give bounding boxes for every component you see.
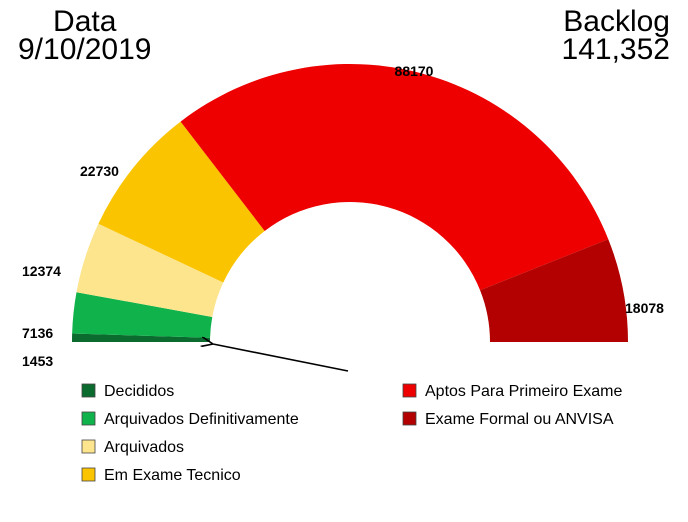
legend-item-em-exame-tecnico: Em Exame Tecnico <box>82 467 241 484</box>
chart-legend: Decididos Arquivados Definitivamente Arqui… <box>82 383 623 484</box>
legend-label-decididos: Decididos <box>104 383 174 400</box>
legend-label-arquivados: Arquivados <box>104 439 184 456</box>
legend-label-exame-formal-ou-anvisa: Exame Formal ou ANVISA <box>425 411 614 428</box>
annotation-arrow <box>213 344 348 371</box>
legend-item-aptos-para-primeiro-exame: Aptos Para Primeiro Exame <box>403 383 623 400</box>
chart-slices <box>72 64 628 342</box>
legend-item-arquivados: Arquivados <box>82 439 184 456</box>
value-label-arquivados: 12374 <box>22 263 61 279</box>
legend-swatch-arquivados-definitivamente <box>82 412 95 425</box>
legend-label-arquivados-definitivamente: Arquivados Definitivamente <box>104 411 299 428</box>
legend-swatch-aptos-para-primeiro-exame <box>403 384 416 397</box>
slice-aptos-para-primeiro-exame <box>181 64 609 290</box>
value-label-aptos-para-primeiro-exame: 88170 <box>395 63 434 79</box>
value-label-arquivados-definitivamente: 7136 <box>22 325 53 341</box>
legend-swatch-exame-formal-ou-anvisa <box>403 412 416 425</box>
legend-label-aptos-para-primeiro-exame: Aptos Para Primeiro Exame <box>425 383 623 400</box>
legend-item-arquivados-definitivamente: Arquivados Definitivamente <box>82 411 299 428</box>
value-label-em-exame-tecnico: 22730 <box>80 163 119 179</box>
legend-swatch-decididos <box>82 384 95 397</box>
legend-label-em-exame-tecnico: Em Exame Tecnico <box>104 467 241 484</box>
value-label-decididos: 1453 <box>22 353 53 369</box>
legend-item-exame-formal-ou-anvisa: Exame Formal ou ANVISA <box>403 411 614 428</box>
legend-swatch-em-exame-tecnico <box>82 468 95 481</box>
legend-item-decididos: Decididos <box>82 383 174 400</box>
legend-swatch-arquivados <box>82 440 95 453</box>
value-label-exame-formal-ou-anvisa: 18078 <box>625 300 664 316</box>
